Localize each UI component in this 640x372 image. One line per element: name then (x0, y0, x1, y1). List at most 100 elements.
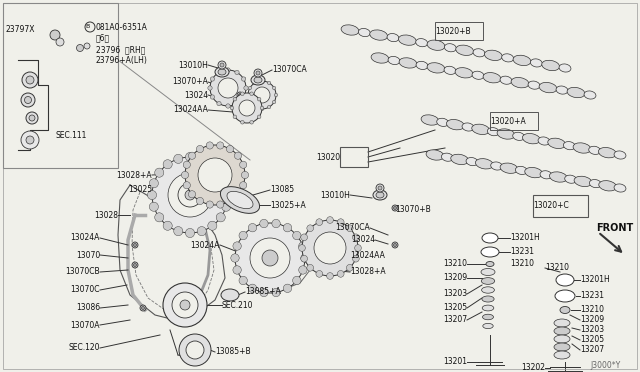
Ellipse shape (500, 76, 512, 84)
Ellipse shape (554, 343, 570, 351)
Circle shape (173, 227, 183, 236)
Circle shape (316, 270, 323, 277)
Circle shape (188, 152, 196, 159)
Circle shape (208, 221, 217, 230)
Text: 13070A: 13070A (70, 321, 100, 330)
Ellipse shape (462, 123, 474, 131)
Ellipse shape (614, 151, 626, 159)
Circle shape (140, 305, 146, 311)
Text: B: B (86, 25, 90, 29)
Ellipse shape (511, 77, 529, 88)
Circle shape (208, 86, 212, 90)
Text: 13028: 13028 (94, 211, 118, 219)
Circle shape (152, 157, 228, 233)
Ellipse shape (427, 40, 445, 50)
Ellipse shape (513, 132, 525, 140)
Ellipse shape (486, 262, 494, 266)
Circle shape (233, 115, 237, 119)
Circle shape (346, 264, 353, 271)
Ellipse shape (358, 29, 371, 36)
Circle shape (246, 93, 250, 97)
Circle shape (24, 96, 31, 103)
Circle shape (235, 223, 305, 293)
Ellipse shape (444, 66, 456, 74)
Circle shape (268, 105, 271, 109)
Circle shape (223, 190, 232, 199)
Ellipse shape (548, 138, 566, 148)
Text: 13020: 13020 (316, 153, 340, 161)
Ellipse shape (483, 73, 501, 83)
Text: 081A0-6351A: 081A0-6351A (96, 22, 148, 32)
Bar (533, 195, 588, 217)
Circle shape (284, 224, 292, 232)
Ellipse shape (482, 233, 498, 243)
Circle shape (241, 92, 244, 96)
Text: 23797X: 23797X (5, 26, 35, 35)
Circle shape (216, 168, 225, 177)
Ellipse shape (481, 269, 495, 276)
Circle shape (233, 242, 241, 250)
Circle shape (292, 276, 301, 285)
Circle shape (326, 217, 333, 223)
Circle shape (185, 145, 245, 205)
Circle shape (234, 152, 241, 159)
Circle shape (241, 95, 246, 99)
Circle shape (234, 191, 241, 198)
Text: 13028+A: 13028+A (116, 170, 152, 180)
Circle shape (181, 171, 189, 179)
Circle shape (260, 288, 268, 296)
Ellipse shape (388, 57, 400, 64)
Circle shape (186, 228, 195, 238)
Circle shape (337, 270, 344, 277)
Ellipse shape (251, 75, 265, 85)
Text: 13086: 13086 (76, 304, 100, 312)
Circle shape (392, 242, 398, 248)
Circle shape (250, 238, 290, 278)
Bar (490, 112, 538, 130)
Text: 13231: 13231 (510, 247, 534, 257)
Circle shape (211, 95, 214, 99)
Ellipse shape (497, 129, 515, 139)
Circle shape (211, 77, 214, 81)
Circle shape (316, 219, 323, 225)
Text: 13202: 13202 (521, 363, 545, 372)
Circle shape (186, 341, 204, 359)
Circle shape (346, 225, 353, 231)
Ellipse shape (599, 181, 616, 191)
Circle shape (147, 190, 157, 199)
Ellipse shape (472, 124, 490, 135)
Circle shape (197, 154, 206, 163)
Ellipse shape (218, 69, 226, 75)
Circle shape (149, 202, 159, 211)
Circle shape (179, 334, 211, 366)
Ellipse shape (556, 86, 568, 94)
Circle shape (314, 232, 346, 264)
Circle shape (262, 250, 278, 266)
Circle shape (299, 245, 305, 251)
Ellipse shape (481, 247, 499, 257)
Circle shape (206, 201, 213, 208)
Circle shape (248, 224, 257, 232)
Ellipse shape (421, 115, 439, 125)
Ellipse shape (482, 296, 494, 302)
Ellipse shape (254, 77, 262, 83)
Circle shape (237, 92, 243, 98)
Circle shape (239, 161, 247, 169)
Circle shape (196, 198, 204, 205)
Circle shape (172, 292, 198, 318)
Text: 13210: 13210 (510, 260, 534, 269)
Ellipse shape (554, 327, 570, 335)
Circle shape (230, 106, 234, 110)
Circle shape (163, 283, 207, 327)
Circle shape (299, 266, 307, 274)
Ellipse shape (387, 33, 399, 42)
Circle shape (132, 242, 138, 248)
Circle shape (208, 160, 217, 169)
Text: 13210: 13210 (443, 260, 467, 269)
Ellipse shape (483, 314, 493, 320)
Circle shape (173, 154, 183, 163)
Ellipse shape (555, 290, 575, 302)
Ellipse shape (376, 192, 384, 198)
Ellipse shape (371, 53, 389, 63)
Circle shape (239, 182, 247, 189)
